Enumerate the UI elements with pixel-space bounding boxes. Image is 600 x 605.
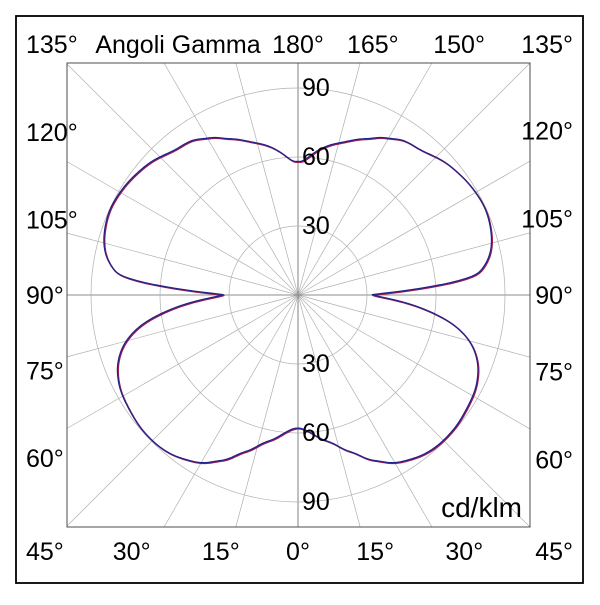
svg-text:60°: 60°: [26, 445, 64, 473]
svg-text:Angoli Gamma: Angoli Gamma: [95, 31, 260, 59]
svg-text:105°: 105°: [521, 206, 573, 234]
svg-text:15°: 15°: [356, 538, 394, 566]
svg-text:180°: 180°: [272, 31, 324, 59]
svg-text:0°: 0°: [286, 538, 310, 566]
svg-text:15°: 15°: [202, 538, 240, 566]
svg-text:90: 90: [302, 74, 330, 102]
svg-text:cd/klm: cd/klm: [441, 492, 522, 523]
svg-text:105°: 105°: [26, 206, 78, 234]
svg-text:135°: 135°: [521, 31, 573, 59]
svg-text:165°: 165°: [347, 31, 399, 59]
svg-text:60°: 60°: [535, 447, 573, 475]
svg-text:90°: 90°: [535, 282, 573, 310]
svg-text:45°: 45°: [26, 538, 64, 566]
svg-text:150°: 150°: [433, 31, 485, 59]
svg-text:75°: 75°: [535, 358, 573, 386]
svg-text:120°: 120°: [521, 118, 573, 146]
svg-text:135°: 135°: [26, 31, 78, 59]
svg-text:30: 30: [302, 350, 330, 378]
svg-text:60: 60: [302, 419, 330, 447]
svg-text:30°: 30°: [113, 538, 151, 566]
svg-text:45°: 45°: [535, 538, 573, 566]
svg-text:30°: 30°: [445, 538, 483, 566]
svg-text:90: 90: [302, 488, 330, 516]
svg-text:75°: 75°: [26, 358, 64, 386]
svg-text:30: 30: [302, 212, 330, 240]
svg-text:90°: 90°: [26, 282, 64, 310]
svg-text:60: 60: [302, 143, 330, 171]
svg-text:120°: 120°: [26, 119, 78, 147]
